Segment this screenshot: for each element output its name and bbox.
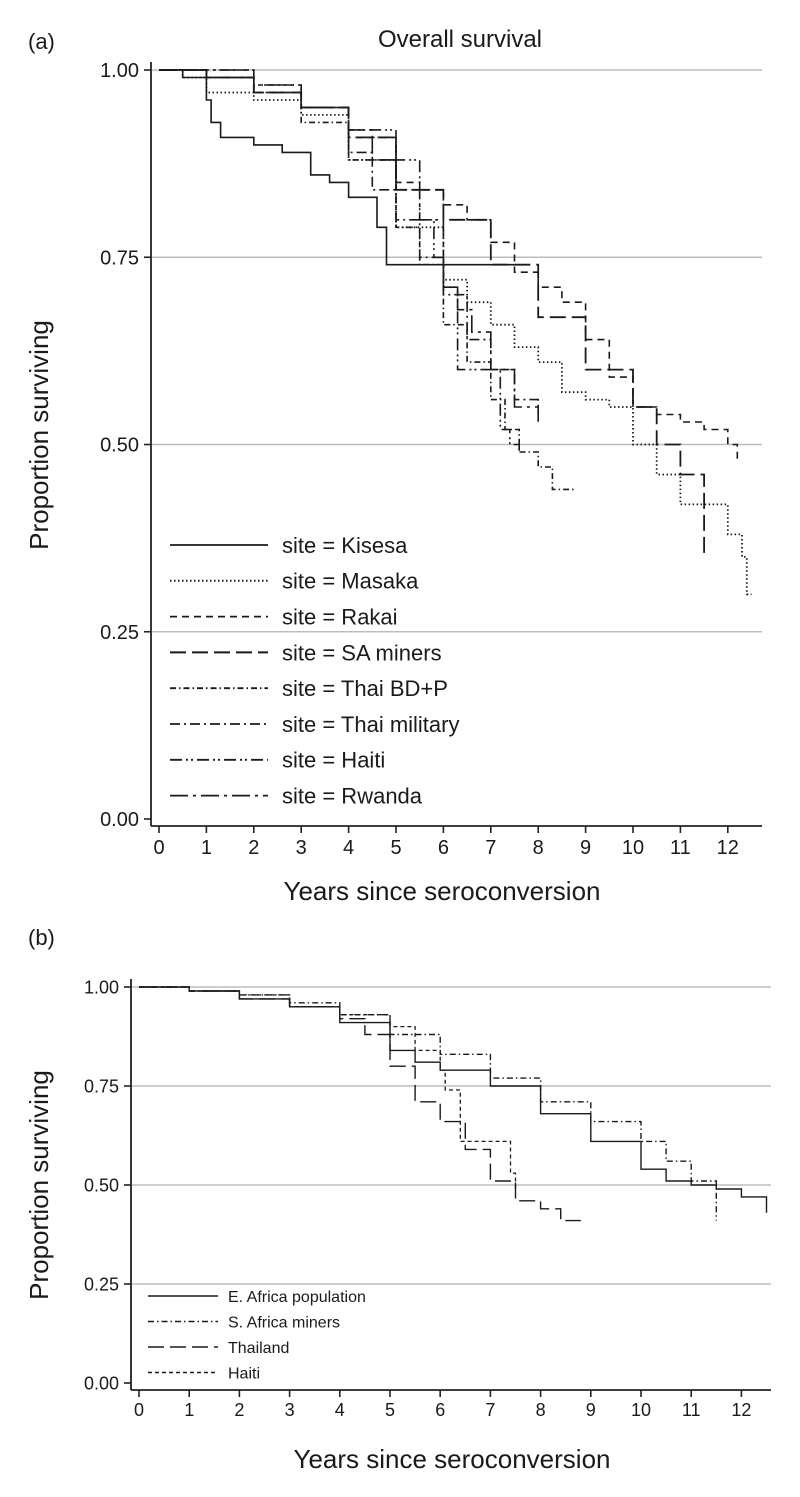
- x-tick-label: 6: [435, 1400, 445, 1420]
- y-tick-label: 0.50: [84, 1175, 119, 1195]
- x-tick-label: 12: [717, 837, 739, 859]
- series-line-4: [159, 69, 577, 491]
- panel-b-plot: 0.000.250.500.751.000 1 2 3 4 5 6 7 8 9 10 11 12E. A…: [84, 977, 771, 1420]
- x-tick-label: 5: [390, 837, 401, 859]
- series-line-6: [159, 69, 520, 452]
- x-tick-label: 5: [385, 1400, 395, 1420]
- y-tick-label: 0.25: [84, 1274, 119, 1294]
- x-tick-label: 9: [586, 1400, 596, 1420]
- x-tick-label: 6: [438, 837, 449, 859]
- x-tick-label: 7: [485, 837, 496, 859]
- x-tick-label: 8: [536, 1400, 546, 1420]
- panel-a-y-axis-label: Proportion surviving: [24, 320, 54, 550]
- panel-a-x-axis-label: Years since seroconversion: [284, 876, 601, 906]
- series-line-7: [159, 69, 539, 422]
- panel-a-plot: 0.000.250.500.751.000 1 2 3 4 5 6 7 8 9 10 11 12site…: [100, 60, 762, 859]
- x-tick-label: 2: [234, 1400, 244, 1420]
- x-tick-label: 3: [285, 1400, 295, 1420]
- x-tick-label: 9: [580, 837, 591, 859]
- series-line-3: [139, 986, 517, 1189]
- legend-label-4: site = Thai BD+P: [282, 676, 448, 701]
- panel-a-title: Overall survival: [378, 26, 542, 53]
- legend-label-2: Thailand: [228, 1340, 289, 1357]
- legend-label-1: S. Africa miners: [228, 1314, 340, 1331]
- x-tick-label: 10: [622, 837, 644, 859]
- panel-b-x-axis-label: Years since seroconversion: [294, 1444, 611, 1474]
- series-line-2: [139, 986, 581, 1222]
- panel-b-label: (b): [28, 925, 55, 950]
- x-tick-label: 1: [184, 1400, 194, 1420]
- series-line-1: [159, 69, 752, 596]
- legend-label-3: Haiti: [228, 1365, 260, 1382]
- y-tick-label: 1.00: [84, 977, 119, 997]
- y-tick-label: 0.00: [100, 809, 139, 831]
- panel-b-y-axis-label: Proportion surviving: [24, 1070, 54, 1300]
- legend-label-2: site = Rakai: [282, 605, 398, 630]
- y-tick-label: 0.25: [100, 622, 139, 644]
- x-tick-label: 0: [153, 837, 164, 859]
- y-tick-label: 0.00: [84, 1373, 119, 1393]
- x-tick-label: 11: [670, 837, 691, 859]
- x-tick-label: 4: [343, 837, 354, 859]
- x-tick-label: 1: [201, 837, 212, 859]
- panel-a-label: (a): [28, 29, 55, 54]
- x-tick-label: 8: [533, 837, 544, 859]
- y-tick-label: 1.00: [100, 60, 139, 82]
- x-tick-label: 7: [485, 1400, 495, 1420]
- x-tick-label: 4: [335, 1400, 345, 1420]
- series-line-0: [159, 69, 515, 266]
- x-tick-label: 12: [731, 1400, 751, 1420]
- legend-label-3: site = SA miners: [282, 640, 442, 665]
- legend-label-1: site = Masaka: [282, 569, 419, 594]
- y-tick-label: 0.75: [84, 1076, 119, 1096]
- x-tick-label: 11: [682, 1400, 701, 1420]
- y-tick-label: 0.50: [100, 435, 139, 457]
- x-tick-label: 10: [631, 1400, 651, 1420]
- series-line-3: [159, 69, 705, 557]
- series-line-0: [139, 986, 768, 1213]
- legend-label-0: site = Kisesa: [282, 533, 408, 558]
- legend-label-6: site = Haiti: [282, 748, 385, 773]
- legend-label-5: site = Thai military: [282, 712, 459, 737]
- legend-label-7: site = Rwanda: [282, 784, 423, 809]
- legend-label-0: E. Africa population: [228, 1289, 366, 1306]
- x-tick-label: 3: [296, 837, 307, 859]
- x-tick-label: 0: [134, 1400, 144, 1420]
- series-line-2: [159, 69, 739, 460]
- x-tick-label: 2: [248, 837, 259, 859]
- y-tick-label: 0.75: [100, 247, 139, 269]
